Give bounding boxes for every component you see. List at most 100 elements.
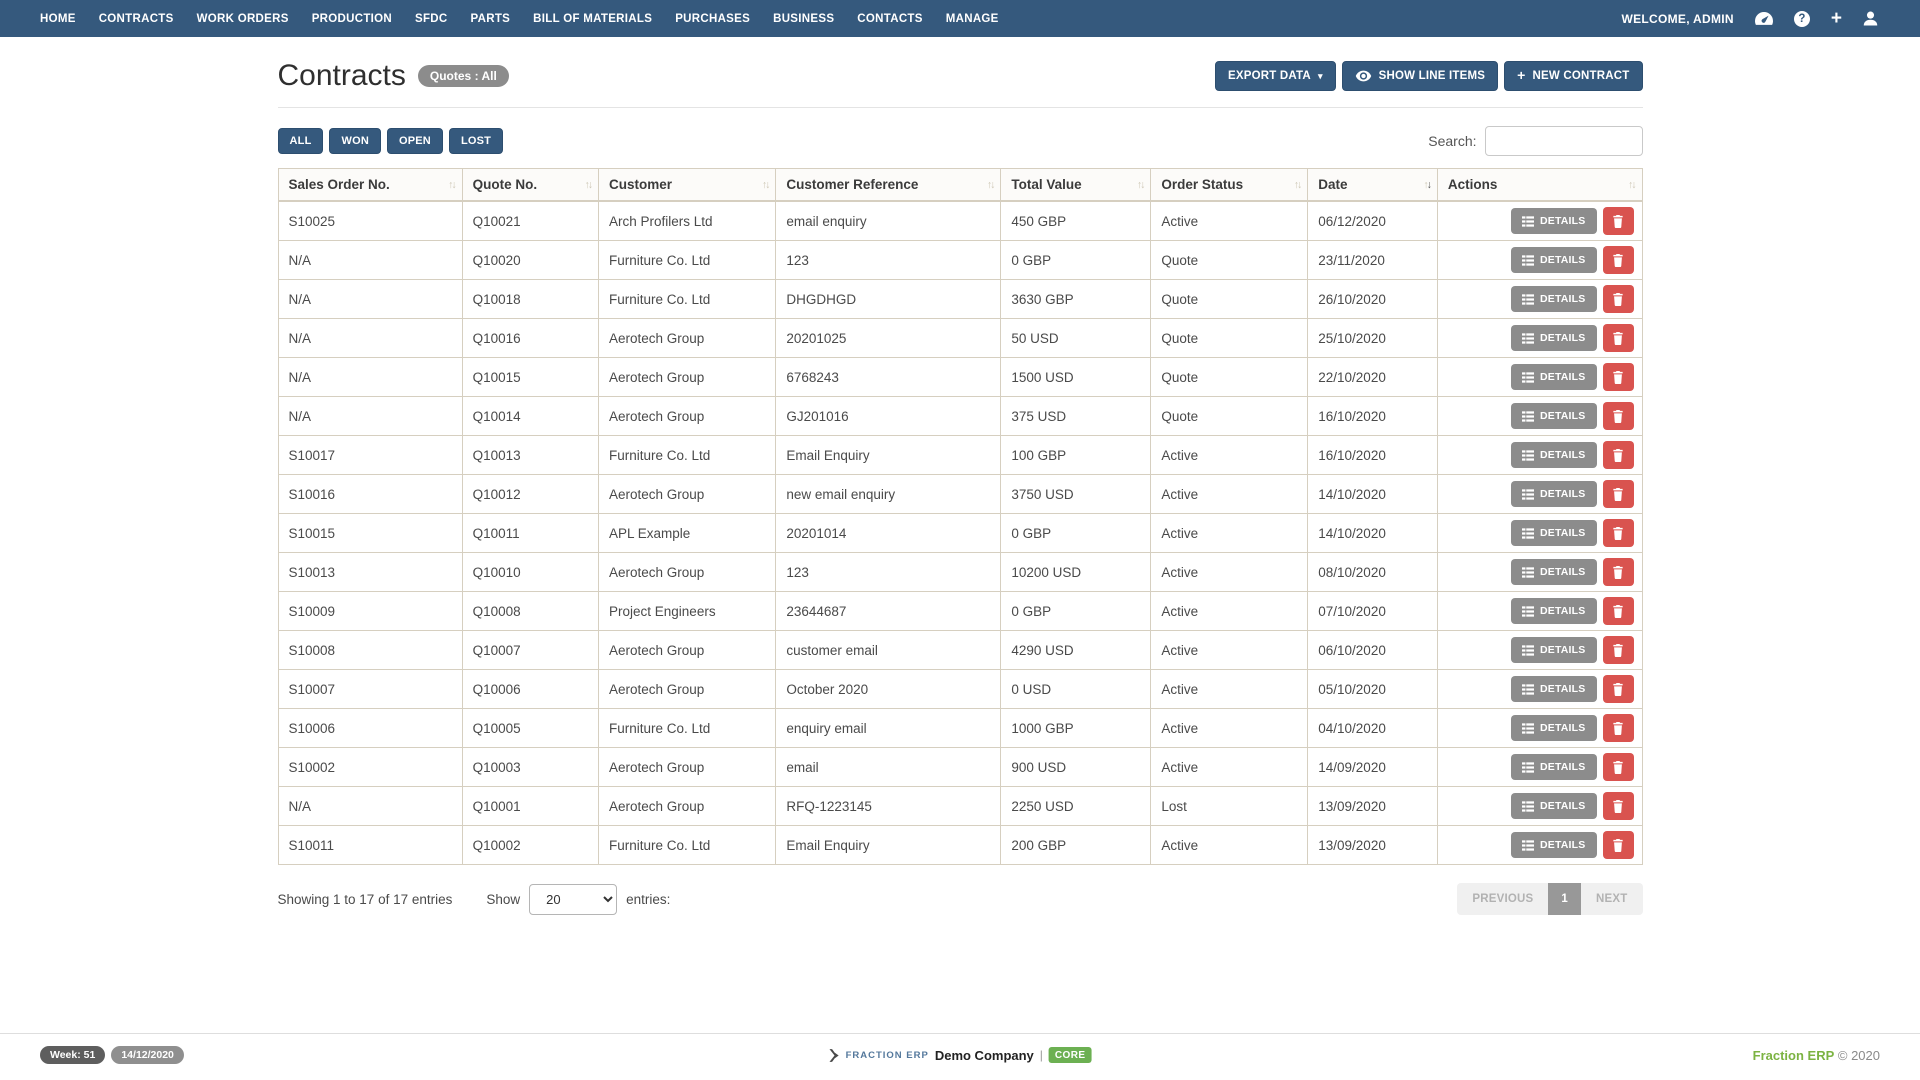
delete-button[interactable] <box>1602 363 1634 391</box>
details-button[interactable]: DETAILS <box>1510 481 1597 507</box>
delete-button[interactable] <box>1602 324 1634 352</box>
delete-button[interactable] <box>1602 636 1634 664</box>
gauge-icon[interactable] <box>1754 12 1773 25</box>
column-header-date[interactable]: Date ↑↓ <box>1307 168 1438 202</box>
table-row: N/A Q10018 Furniture Co. Ltd DHGDHGD 3630 GB… <box>277 279 1643 319</box>
filter-group: ALL WON OPEN LOST <box>277 128 504 154</box>
column-label: Total Value <box>1011 177 1082 192</box>
details-button[interactable]: DETAILS <box>1510 520 1597 546</box>
cell-quote-no: Q10014 <box>461 396 600 436</box>
new-contract-label: NEW CONTRACT <box>1532 70 1630 82</box>
plus-icon: + <box>1517 67 1526 84</box>
filter-button-lost[interactable]: LOST <box>448 128 504 154</box>
nav-item-home[interactable]: HOME <box>40 12 76 25</box>
delete-button[interactable] <box>1602 480 1634 508</box>
filter-button-open[interactable]: OPEN <box>386 128 443 154</box>
actions-inner: DETAILS <box>1446 597 1634 625</box>
delete-button[interactable] <box>1602 792 1634 820</box>
nav-item-parts[interactable]: PARTS <box>470 12 511 25</box>
filter-button-won[interactable]: WON <box>329 128 381 154</box>
nav-item-sfdc[interactable]: SFDC <box>415 12 448 25</box>
column-header-customer-reference[interactable]: Customer Reference ↑↓ <box>775 168 1002 202</box>
cell-sales-order-no: S10013 <box>277 552 463 592</box>
details-button[interactable]: DETAILS <box>1510 364 1597 390</box>
trash-icon <box>1612 370 1624 384</box>
details-button[interactable]: DETAILS <box>1510 676 1597 702</box>
delete-button[interactable] <box>1602 519 1634 547</box>
page-1-button[interactable]: 1 <box>1548 883 1582 915</box>
nav-item-bill-of-materials[interactable]: BILL OF MATERIALS <box>533 12 653 25</box>
details-button[interactable]: DETAILS <box>1510 754 1597 780</box>
cell-sales-order-no: S10016 <box>277 474 463 514</box>
nav-item-manage[interactable]: MANAGE <box>945 12 999 25</box>
details-button[interactable]: DETAILS <box>1510 715 1597 741</box>
actions-inner: DETAILS <box>1446 480 1634 508</box>
cell-date: 13/09/2020 <box>1307 825 1438 865</box>
cell-total-value: 200 GBP <box>1000 825 1152 865</box>
details-label: DETAILS <box>1539 488 1586 500</box>
next-page-button[interactable]: NEXT <box>1581 883 1643 915</box>
column-header-quote-no[interactable]: Quote No. ↑↓ <box>461 168 600 202</box>
question-circle-icon[interactable]: ? <box>1793 10 1810 27</box>
details-button[interactable]: DETAILS <box>1510 637 1597 663</box>
search-input[interactable] <box>1484 126 1643 156</box>
cell-order-status: Active <box>1150 630 1309 670</box>
delete-button[interactable] <box>1602 285 1634 313</box>
nav-item-contacts[interactable]: CONTACTS <box>857 12 923 25</box>
details-button[interactable]: DETAILS <box>1510 598 1597 624</box>
column-label: Actions <box>1447 177 1498 192</box>
cell-total-value: 900 USD <box>1000 747 1152 787</box>
export-data-button[interactable]: EXPORT DATA ▾ <box>1215 61 1336 91</box>
trash-icon <box>1612 721 1624 735</box>
delete-button[interactable] <box>1602 753 1634 781</box>
details-button[interactable]: DETAILS <box>1510 247 1597 273</box>
details-button[interactable]: DETAILS <box>1510 325 1597 351</box>
details-button[interactable]: DETAILS <box>1510 286 1597 312</box>
details-button[interactable]: DETAILS <box>1510 442 1597 468</box>
details-button[interactable]: DETAILS <box>1510 793 1597 819</box>
column-header-sales-order-no[interactable]: Sales Order No. ↑↓ <box>277 168 463 202</box>
nav-item-purchases[interactable]: PURCHASES <box>675 12 751 25</box>
cell-customer: Aerotech Group <box>598 786 777 826</box>
actions-inner: DETAILS <box>1446 519 1634 547</box>
user-icon[interactable] <box>1863 11 1878 26</box>
column-header-actions[interactable]: Actions ↑↓ <box>1436 168 1643 202</box>
list-icon <box>1521 839 1534 851</box>
details-button[interactable]: DETAILS <box>1510 832 1597 858</box>
delete-button[interactable] <box>1602 597 1634 625</box>
delete-button[interactable] <box>1602 441 1634 469</box>
actions-inner: DETAILS <box>1446 714 1634 742</box>
delete-button[interactable] <box>1602 207 1634 235</box>
new-contract-button[interactable]: + NEW CONTRACT <box>1504 61 1643 91</box>
details-button[interactable]: DETAILS <box>1510 559 1597 585</box>
cell-customer: Furniture Co. Ltd <box>598 708 777 748</box>
plus-icon[interactable]: + <box>1830 8 1842 29</box>
filter-button-all[interactable]: ALL <box>277 128 324 154</box>
page-header: Contracts Quotes : All EXPORT DATA ▾ SHO… <box>278 61 1643 91</box>
details-button[interactable]: DETAILS <box>1510 208 1597 234</box>
previous-page-button[interactable]: PREVIOUS <box>1457 883 1549 915</box>
cell-customer: Project Engineers <box>598 591 777 631</box>
nav-item-contracts[interactable]: CONTRACTS <box>98 12 174 25</box>
delete-button[interactable] <box>1602 831 1634 859</box>
details-button[interactable]: DETAILS <box>1510 403 1597 429</box>
details-label: DETAILS <box>1539 293 1586 305</box>
delete-button[interactable] <box>1602 402 1634 430</box>
column-header-order-status[interactable]: Order Status ↑↓ <box>1150 168 1309 202</box>
delete-button[interactable] <box>1602 675 1634 703</box>
column-header-customer[interactable]: Customer ↑↓ <box>598 168 777 202</box>
cell-customer-reference: 123 <box>775 552 1002 592</box>
delete-button[interactable] <box>1602 246 1634 274</box>
nav-item-business[interactable]: BUSINESS <box>773 12 835 25</box>
show-line-items-button[interactable]: SHOW LINE ITEMS <box>1341 61 1499 91</box>
cell-date: 25/10/2020 <box>1307 318 1438 358</box>
column-header-total-value[interactable]: Total Value ↑↓ <box>1000 168 1152 202</box>
page-size-select[interactable]: 20 <box>529 883 618 915</box>
nav-item-work-orders[interactable]: WORK ORDERS <box>196 12 289 25</box>
delete-button[interactable] <box>1602 714 1634 742</box>
nav-item-production[interactable]: PRODUCTION <box>311 12 393 25</box>
list-icon <box>1521 683 1534 695</box>
cell-sales-order-no: S10009 <box>277 591 463 631</box>
details-label: DETAILS <box>1539 605 1586 617</box>
delete-button[interactable] <box>1602 558 1634 586</box>
